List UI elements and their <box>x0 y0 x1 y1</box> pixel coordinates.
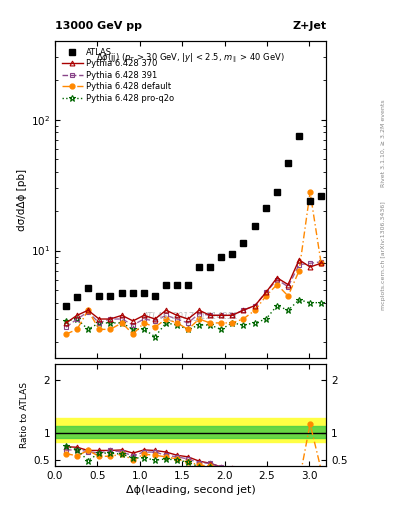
Text: Rivet 3.1.10, ≥ 3.2M events: Rivet 3.1.10, ≥ 3.2M events <box>381 99 386 187</box>
Y-axis label: dσ/dΔϕ [pb]: dσ/dΔϕ [pb] <box>17 168 27 231</box>
Legend: ATLAS, Pythia 6.428 370, Pythia 6.428 391, Pythia 6.428 default, Pythia 6.428 pr: ATLAS, Pythia 6.428 370, Pythia 6.428 39… <box>59 45 176 105</box>
Text: mcplots.cern.ch [arXiv:1306.3436]: mcplots.cern.ch [arXiv:1306.3436] <box>381 202 386 310</box>
Text: $\Delta\phi$(jj) ($p_T$ > 30 GeV, $|y|$ < 2.5, $m_{\parallel}$ > 40 GeV): $\Delta\phi$(jj) ($p_T$ > 30 GeV, $|y|$ … <box>96 52 285 65</box>
Text: ATLAS_2017_I1514251: ATLAS_2017_I1514251 <box>143 311 239 321</box>
Y-axis label: Ratio to ATLAS: Ratio to ATLAS <box>20 382 29 447</box>
X-axis label: Δϕ(leading, second jet): Δϕ(leading, second jet) <box>126 485 255 495</box>
Text: Z+Jet: Z+Jet <box>292 22 326 31</box>
Text: 13000 GeV pp: 13000 GeV pp <box>55 22 142 31</box>
